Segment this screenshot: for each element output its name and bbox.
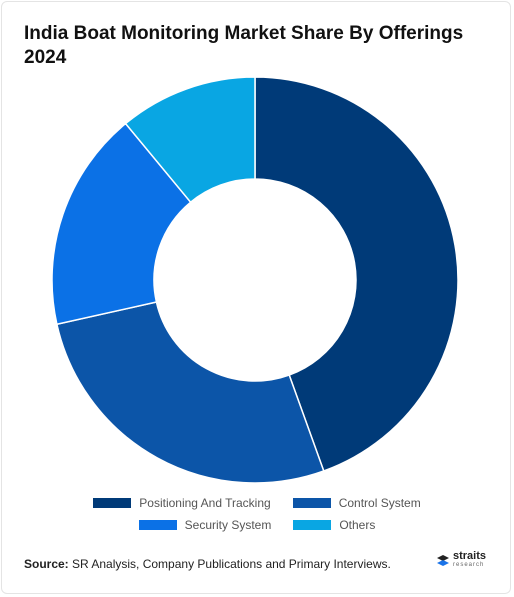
legend-label: Security System (184, 518, 272, 532)
legend-swatch (93, 498, 132, 508)
legend-item-control-system: Control System (292, 496, 421, 510)
source-text: SR Analysis, Company Publications and Pr… (68, 557, 391, 571)
logo-name: straits (453, 550, 487, 562)
legend-item-security-system: Security System (138, 518, 272, 532)
logo-sub: research (453, 562, 485, 568)
legend-row-2: Security System Others (0, 514, 514, 536)
slice-others (124, 76, 256, 204)
legend-swatch (292, 498, 331, 508)
donut-chart (51, 76, 459, 484)
source-label: Source: (24, 557, 69, 571)
legend-item-positioning-and-tracking: Positioning And Tracking (93, 496, 271, 510)
straits-logo-icon (437, 555, 449, 566)
slice-positioning-and-tracking (254, 76, 459, 472)
legend-swatch (138, 520, 177, 530)
legend-swatch (293, 520, 332, 530)
source-note: Source: SR Analysis, Company Publication… (24, 557, 391, 571)
chart-legend: Positioning And Tracking Control System S… (0, 492, 514, 536)
slice-control-system (55, 301, 325, 484)
chart-title: India Boat Monitoring Market Share By Of… (24, 23, 464, 68)
legend-item-others: Others (293, 518, 375, 532)
legend-label: Others (339, 518, 376, 532)
legend-label: Positioning And Tracking (139, 496, 271, 510)
legend-label: Control System (338, 496, 421, 510)
donut-slices (51, 76, 459, 484)
legend-row-1: Positioning And Tracking Control System (0, 492, 514, 514)
straits-logo: straits research (436, 550, 487, 570)
slice-security-system (51, 122, 192, 326)
